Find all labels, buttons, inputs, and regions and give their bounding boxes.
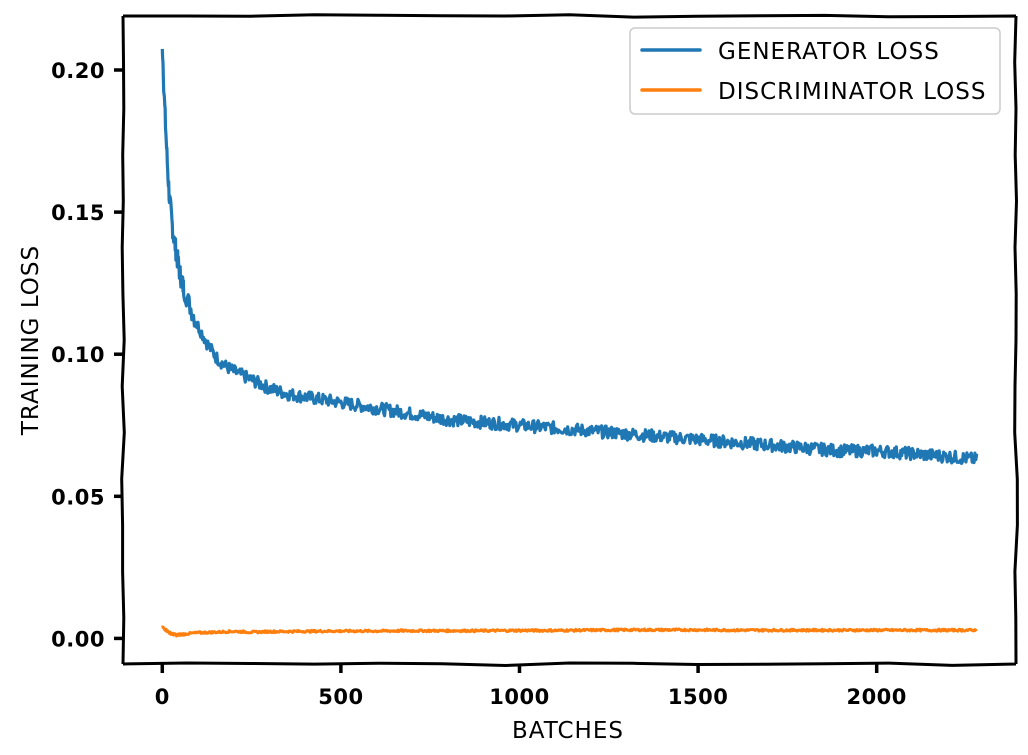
generator-loss-line [160, 48, 979, 465]
y-tick-label: 0.05 [51, 485, 105, 509]
x-tick-label: 1000 [489, 685, 549, 709]
legend-box [629, 27, 1001, 115]
legend: GENERATOR LOSS DISCRIMINATOR LOSS [629, 27, 1001, 115]
x-axis-label: BATCHES [512, 718, 624, 744]
y-tick-label: 0.00 [51, 627, 105, 651]
y-tick-label: 0.10 [51, 343, 105, 367]
legend-label: DISCRIMINATOR LOSS [718, 79, 986, 105]
discriminator-loss-line [161, 625, 978, 638]
x-tick-label: 500 [318, 685, 363, 709]
y-axis-label: TRAINING LOSS [18, 245, 44, 436]
legend-label: GENERATOR LOSS [718, 39, 940, 65]
x-axis-ticks: 0 500 1000 1500 2000 [155, 664, 906, 709]
y-axis-ticks: 0.00 0.05 0.10 0.15 0.20 [51, 59, 123, 651]
series-layer [160, 48, 979, 638]
x-tick-label: 0 [155, 685, 170, 709]
y-tick-label: 0.20 [51, 59, 105, 83]
x-tick-label: 2000 [846, 685, 906, 709]
x-tick-label: 1500 [668, 685, 728, 709]
plot-frame [120, 13, 1019, 667]
y-tick-label: 0.15 [51, 201, 105, 225]
